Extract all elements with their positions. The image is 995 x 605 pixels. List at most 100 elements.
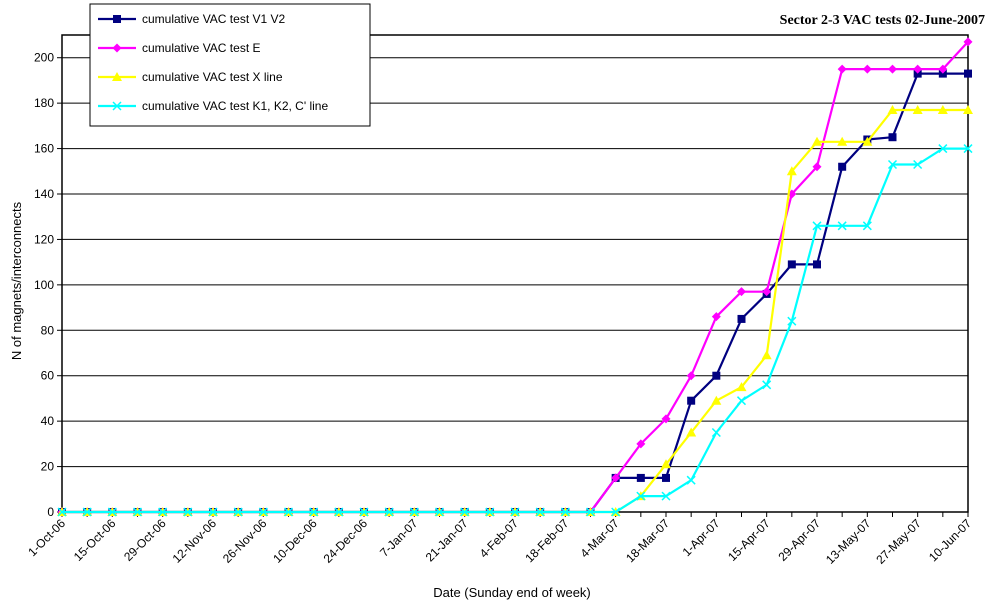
data-point [963,104,973,114]
data-point [636,491,646,501]
data-point [183,507,193,517]
data-point [409,507,419,517]
data-point [711,427,721,438]
data-point [812,136,822,146]
data-point [233,507,243,517]
data-point [535,507,545,517]
data-point [888,133,897,142]
y-tick-label: 20 [41,460,55,474]
data-point [787,316,797,326]
data-point [132,507,143,517]
data-point [208,507,218,517]
data-point [434,507,445,517]
data-point [585,507,596,517]
legend-label: cumulative VAC test K1, K2, C' line [142,99,328,113]
data-point [636,473,645,482]
y-tick-label: 80 [41,323,55,337]
data-point [786,166,797,176]
data-point [686,371,696,381]
series-layer [57,37,973,517]
legend-item: cumulative VAC test V1 V2 [98,12,286,26]
data-point [762,287,772,297]
data-point [887,104,898,114]
data-point [913,159,923,170]
data-point [913,64,923,74]
legend-swatch-marker [112,43,122,53]
data-point [963,144,973,154]
data-point [888,64,897,74]
legend-label: cumulative VAC test E [142,41,261,55]
data-point [737,314,746,323]
legend-item: cumulative VAC test E [98,41,261,55]
data-point [510,507,520,517]
data-point [309,507,319,517]
data-point [862,136,873,146]
data-point [359,507,369,517]
chart-title: Sector 2-3 VAC tests 02-June-2007 [780,13,985,28]
legend-label: cumulative VAC test V1 V2 [142,12,286,26]
legend-item: cumulative VAC test K1, K2, C' line [98,99,328,113]
y-tick-label: 40 [41,414,55,428]
y-tick-label: 60 [41,369,55,383]
data-point [837,64,847,74]
data-point [762,380,772,390]
data-point [687,396,696,405]
y-axis-ticks: 0 20 40 60 80 100 120 140 160 180 200 [34,51,62,519]
data-point [711,395,722,405]
y-tick-label: 100 [34,278,54,292]
data-point [887,159,898,170]
legend-item: cumulative VAC test X line [98,70,283,84]
data-point [812,162,822,172]
data-point [560,507,570,517]
data-point [636,439,646,449]
data-point [57,507,67,517]
legend-box [89,3,371,127]
data-point [485,507,495,517]
data-point [913,69,922,78]
data-point [862,64,872,74]
legend-swatch-marker [112,72,122,81]
y-tick-label: 0 [47,505,54,519]
data-point [686,427,697,437]
data-point [838,162,847,171]
legend-items: cumulative VAC test V1 V2 cumulative VAC … [98,12,328,113]
data-point [661,414,671,424]
y-tick-label: 120 [34,232,54,246]
legend: cumulative VAC test V1 V2 cumulative VAC … [89,3,371,127]
data-point [787,260,796,269]
data-point [662,473,670,482]
data-point [837,221,847,231]
data-point [736,382,747,392]
data-point [736,396,747,406]
data-point [611,507,621,517]
data-point [158,507,168,517]
data-point [937,104,948,114]
legend-label: cumulative VAC test X line [142,70,283,84]
y-tick-label: 180 [34,96,54,110]
data-point [912,104,923,114]
y-tick-label: 200 [34,51,54,65]
data-point [837,136,848,146]
series-3 [57,144,973,517]
data-point [938,144,948,154]
data-point [107,507,117,517]
data-point [384,507,394,517]
data-point [862,221,872,231]
data-point [661,459,671,469]
data-point [737,287,746,297]
data-point [938,64,948,74]
data-point [334,507,344,517]
data-point [964,69,972,78]
data-point [813,260,821,269]
x-axis-title: Date (Sunday end of week) [433,585,591,600]
data-point [460,507,470,517]
data-point [82,507,92,517]
data-point [938,69,947,78]
y-tick-label: 160 [34,142,54,156]
data-point [686,475,696,485]
data-point [258,507,268,517]
data-point [761,350,772,360]
y-axis-title: N of magnets/interconnects [9,201,24,360]
data-point [712,371,721,380]
